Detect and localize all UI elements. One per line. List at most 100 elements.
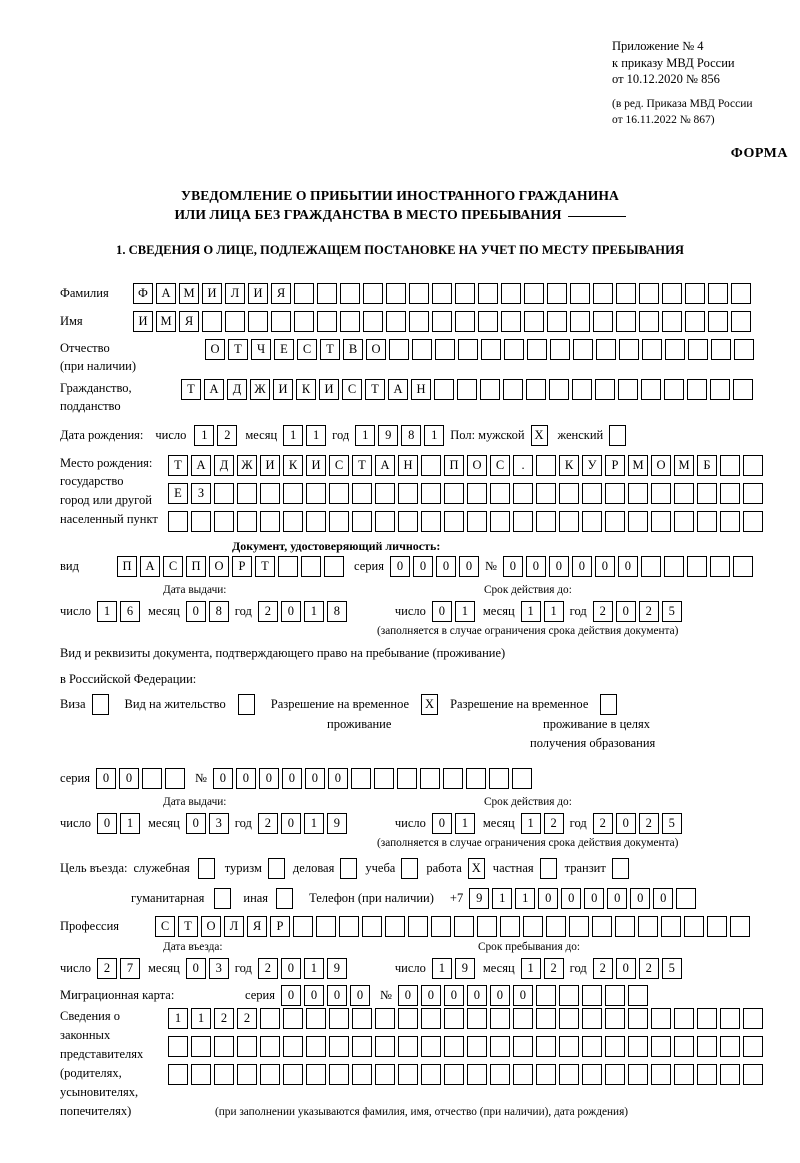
char-box[interactable]: 0 xyxy=(431,601,452,622)
purpose-tourism-checkbox[interactable] xyxy=(267,858,285,879)
char-box[interactable] xyxy=(674,1036,694,1057)
char-box[interactable] xyxy=(527,339,547,360)
char-box[interactable] xyxy=(283,1008,303,1029)
char-box[interactable] xyxy=(605,1008,625,1029)
char-box[interactable]: Т xyxy=(228,339,248,360)
char-box[interactable] xyxy=(628,483,648,504)
char-box[interactable]: И xyxy=(133,311,153,332)
char-box[interactable] xyxy=(478,283,498,304)
char-box[interactable]: 1 xyxy=(492,888,513,909)
representatives-input-line3[interactable] xyxy=(168,1064,763,1085)
char-box[interactable]: Т xyxy=(255,556,275,577)
char-box[interactable] xyxy=(582,1008,602,1029)
char-box[interactable]: Л xyxy=(224,916,244,937)
char-box[interactable]: Д xyxy=(214,455,234,476)
char-box[interactable] xyxy=(352,1064,372,1085)
char-box[interactable]: Т xyxy=(352,455,372,476)
char-box[interactable]: 9 xyxy=(326,813,347,834)
char-box[interactable] xyxy=(550,339,570,360)
char-box[interactable] xyxy=(432,311,452,332)
char-box[interactable] xyxy=(386,311,406,332)
char-box[interactable]: 0 xyxy=(435,556,456,577)
char-box[interactable] xyxy=(294,283,314,304)
char-box[interactable] xyxy=(536,483,556,504)
char-box[interactable] xyxy=(523,916,543,937)
char-box[interactable] xyxy=(559,483,579,504)
char-box[interactable] xyxy=(618,379,638,400)
char-box[interactable] xyxy=(619,339,639,360)
char-box[interactable] xyxy=(352,1008,372,1029)
representatives-input-line2[interactable] xyxy=(168,1036,763,1057)
char-box[interactable]: 0 xyxy=(389,556,410,577)
char-box[interactable]: 0 xyxy=(97,813,118,834)
char-box[interactable]: И xyxy=(319,379,339,400)
char-box[interactable] xyxy=(733,379,753,400)
char-box[interactable]: 0 xyxy=(561,888,582,909)
char-box[interactable]: Я xyxy=(247,916,267,937)
char-box[interactable]: 1 xyxy=(520,601,541,622)
purpose-transit-checkbox[interactable] xyxy=(611,858,629,879)
char-box[interactable] xyxy=(260,1064,280,1085)
char-box[interactable] xyxy=(306,511,326,532)
char-box[interactable] xyxy=(628,511,648,532)
char-box[interactable]: 2 xyxy=(638,601,659,622)
char-box[interactable] xyxy=(386,283,406,304)
char-box[interactable] xyxy=(490,1064,510,1085)
char-box[interactable]: 0 xyxy=(281,768,302,789)
char-box[interactable] xyxy=(627,985,648,1006)
char-box[interactable]: Я xyxy=(271,283,291,304)
char-box[interactable] xyxy=(513,1064,533,1085)
char-box[interactable]: О xyxy=(209,556,229,577)
char-box[interactable] xyxy=(141,768,162,789)
char-box[interactable] xyxy=(283,1036,303,1057)
char-box[interactable]: С xyxy=(329,455,349,476)
char-box[interactable] xyxy=(720,1064,740,1085)
char-box[interactable] xyxy=(490,1008,510,1029)
char-box[interactable] xyxy=(398,1036,418,1057)
char-box[interactable] xyxy=(442,768,463,789)
char-box[interactable] xyxy=(651,1008,671,1029)
char-box[interactable] xyxy=(511,768,532,789)
char-box[interactable]: В xyxy=(343,339,363,360)
char-box[interactable] xyxy=(720,455,740,476)
char-box[interactable]: У xyxy=(582,455,602,476)
char-box[interactable] xyxy=(638,916,658,937)
char-box[interactable]: 0 xyxy=(280,958,301,979)
char-box[interactable]: Ж xyxy=(250,379,270,400)
char-box[interactable]: 0 xyxy=(258,768,279,789)
char-box[interactable]: 0 xyxy=(235,768,256,789)
char-box[interactable]: А xyxy=(191,455,211,476)
char-box[interactable]: 9 xyxy=(469,888,490,909)
char-box[interactable]: Р xyxy=(232,556,252,577)
char-box[interactable] xyxy=(573,339,593,360)
char-box[interactable] xyxy=(458,339,478,360)
char-box[interactable] xyxy=(743,1008,763,1029)
char-box[interactable]: А xyxy=(375,455,395,476)
char-box[interactable] xyxy=(536,1036,556,1057)
char-box[interactable] xyxy=(324,556,344,577)
char-box[interactable]: С xyxy=(490,455,510,476)
char-box[interactable] xyxy=(524,283,544,304)
char-box[interactable] xyxy=(419,768,440,789)
char-box[interactable] xyxy=(373,768,394,789)
char-box[interactable] xyxy=(191,511,211,532)
char-box[interactable] xyxy=(421,1008,441,1029)
char-box[interactable]: 0 xyxy=(615,813,636,834)
char-box[interactable]: 1 xyxy=(355,425,376,446)
purpose-other-checkbox[interactable] xyxy=(276,888,294,909)
char-box[interactable] xyxy=(329,1064,349,1085)
char-box[interactable] xyxy=(340,283,360,304)
char-box[interactable] xyxy=(168,1064,188,1085)
